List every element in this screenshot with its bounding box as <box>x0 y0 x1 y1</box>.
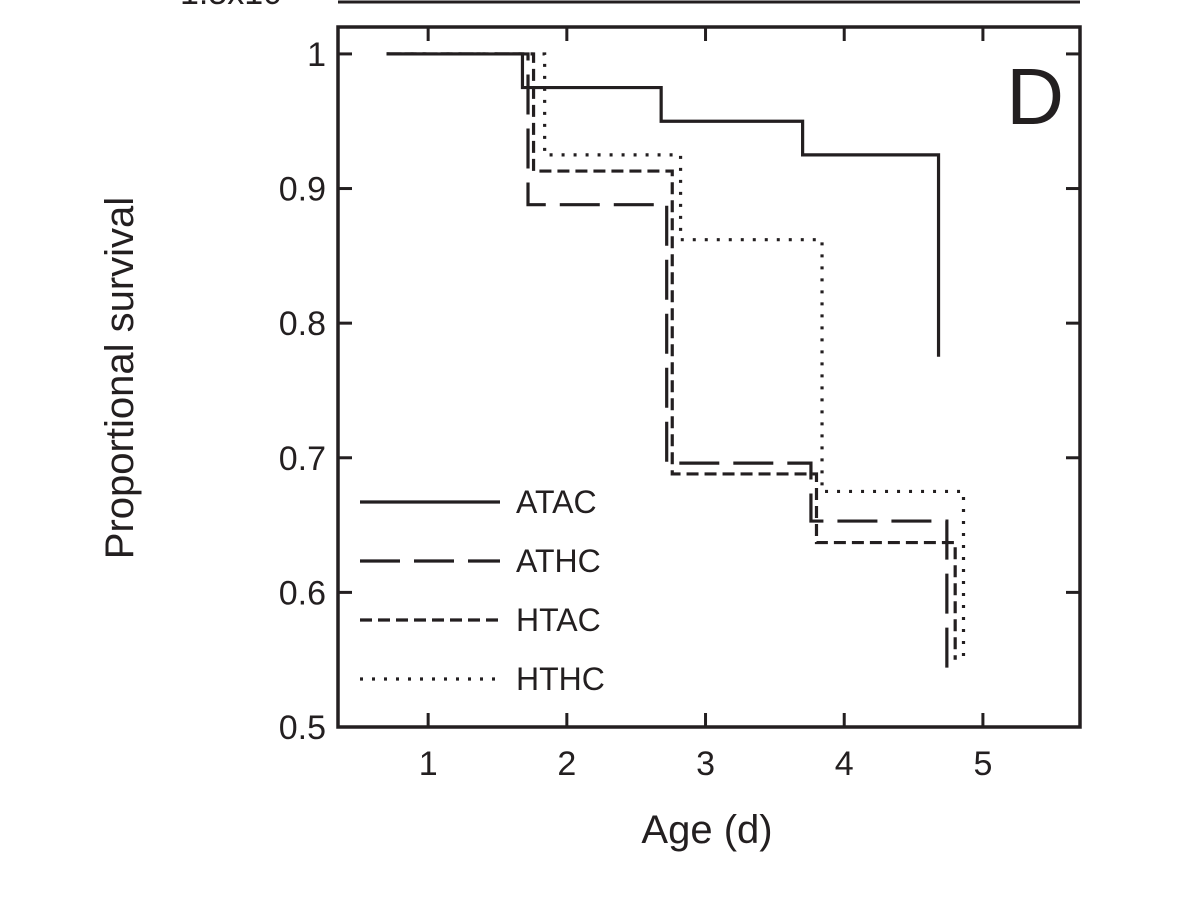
panel-label: D <box>1006 52 1064 141</box>
x-tick-label: 4 <box>835 745 854 783</box>
x-tick-label: 3 <box>696 745 715 783</box>
legend: ATAC ATHC HTAC HTHC <box>360 484 605 697</box>
y-axis: 0.5 0.6 0.7 0.8 0.9 1 <box>279 36 1080 747</box>
y-tick-label: 0.9 <box>279 171 326 209</box>
series-line-htac <box>386 52 957 660</box>
x-tick-label: 2 <box>557 745 576 783</box>
top-edge-clipped-label: 1.5x10 <box>180 0 282 12</box>
x-tick-label: 1 <box>419 745 438 783</box>
series-line-atac <box>386 52 941 357</box>
y-tick-label: 0.6 <box>279 574 326 612</box>
x-axis: 1 2 3 4 5 <box>419 27 992 783</box>
legend-label-htac: HTAC <box>516 602 601 638</box>
y-tick-label: 0.7 <box>279 440 326 478</box>
series-line-hthc <box>386 52 966 663</box>
legend-label-atac: ATAC <box>516 484 597 520</box>
x-tick-label: 5 <box>973 745 992 783</box>
plot-frame <box>336 25 1082 729</box>
series-layer <box>386 52 966 670</box>
y-axis-title: Proportional survival <box>98 197 142 559</box>
legend-label-hthc: HTHC <box>516 661 605 697</box>
y-tick-label: 0.5 <box>279 709 326 747</box>
y-tick-label: 1 <box>307 36 326 74</box>
y-tick-label: 0.8 <box>279 305 326 343</box>
legend-label-athc: ATHC <box>516 543 601 579</box>
x-axis-title: Age (d) <box>641 808 772 852</box>
series-line-athc <box>386 52 949 670</box>
